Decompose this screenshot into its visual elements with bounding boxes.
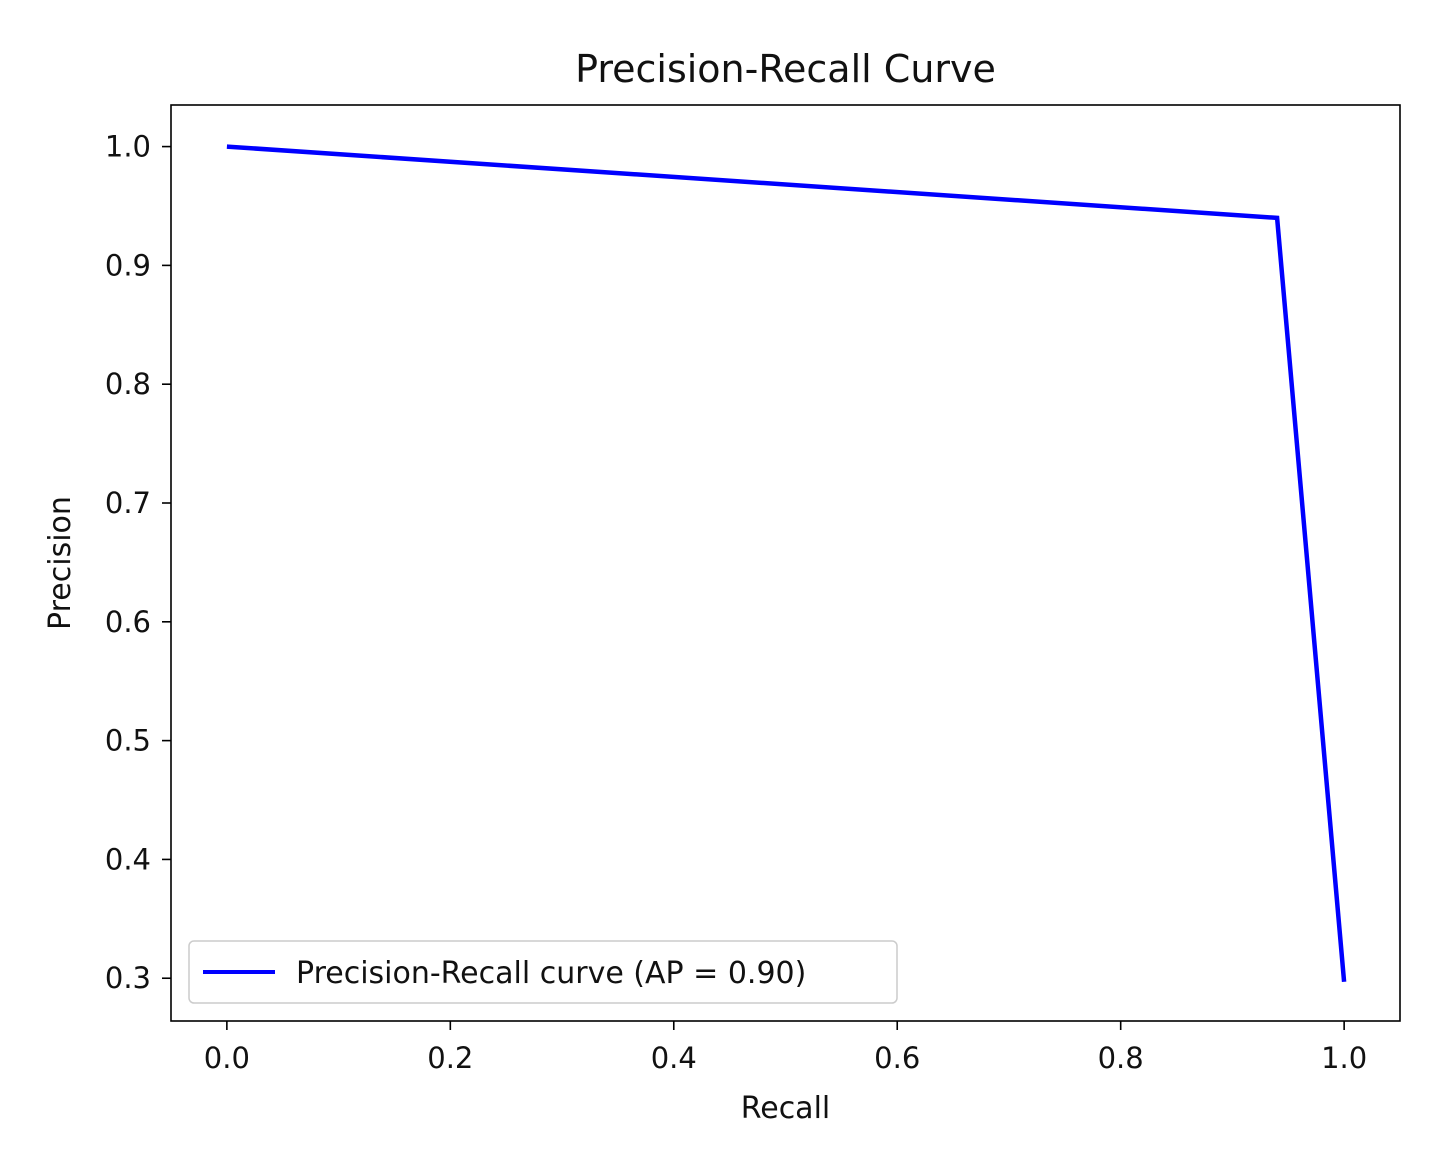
y-tick-label: 0.5 [105, 724, 151, 758]
x-tick-label: 0.4 [651, 1041, 697, 1075]
y-axis-title: Precision [43, 496, 78, 630]
x-axis-ticks: 0.0 0.2 0.4 0.6 0.8 1.0 [204, 1021, 1367, 1075]
x-tick-label: 0.8 [1098, 1041, 1144, 1075]
chart-title: Precision-Recall Curve [575, 47, 996, 91]
x-tick-label: 0.0 [204, 1041, 250, 1075]
x-tick-label: 0.2 [427, 1041, 473, 1075]
y-tick-label: 0.7 [105, 486, 151, 520]
x-tick-label: 0.6 [874, 1041, 920, 1075]
legend-label: Precision-Recall curve (AP = 0.90) [296, 956, 806, 991]
y-tick-label: 0.6 [105, 605, 151, 639]
y-tick-label: 1.0 [105, 130, 151, 164]
pr-curve-line [226, 144, 1347, 982]
x-tick-label: 1.0 [1321, 1041, 1367, 1075]
y-tick-label: 0.9 [105, 248, 151, 282]
series-layer [226, 144, 1347, 982]
y-tick-label: 0.3 [105, 961, 151, 995]
y-tick-label: 0.8 [105, 367, 151, 401]
x-axis-title: Recall [741, 1091, 831, 1126]
legend-box [188, 940, 898, 1004]
plot-area [170, 104, 1401, 1022]
y-axis-ticks: 0.3 0.4 0.5 0.6 0.7 0.8 0.9 1.0 [105, 130, 171, 995]
legend: Precision-Recall curve (AP = 0.90) [188, 940, 898, 1004]
y-tick-label: 0.4 [105, 842, 151, 876]
